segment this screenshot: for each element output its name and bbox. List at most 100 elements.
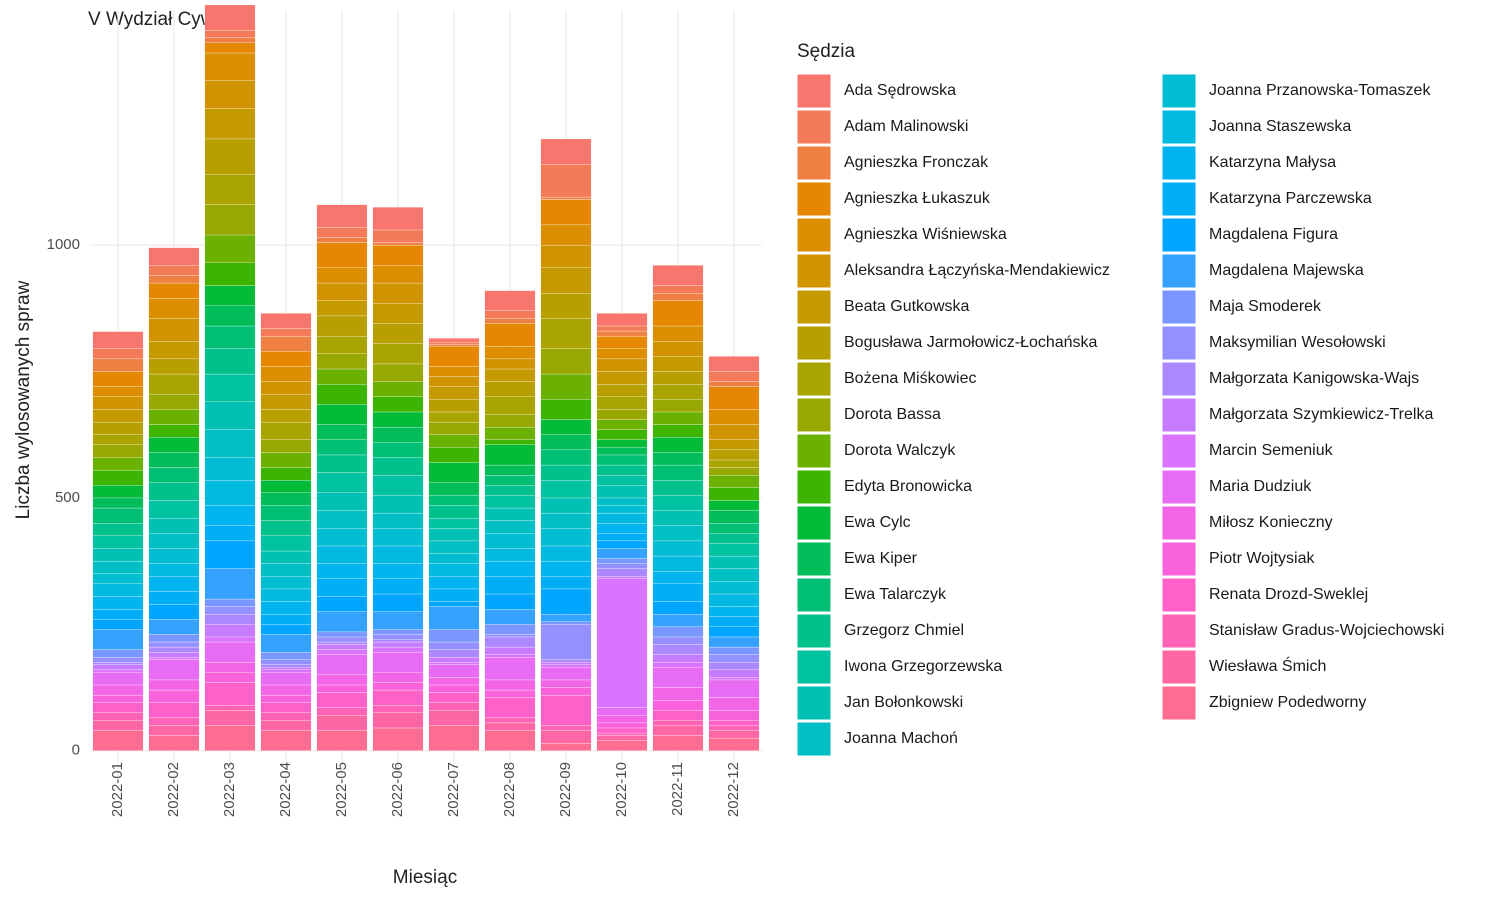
legend-swatch (796, 721, 832, 757)
bar-segment (652, 725, 704, 736)
bar-segment (540, 694, 592, 726)
bar-segment (596, 384, 648, 397)
bar-segment (260, 651, 312, 660)
legend-label: Agnieszka Wiśniewska (844, 226, 1007, 243)
bar-segment (372, 634, 424, 640)
bar-segment (428, 447, 480, 463)
bar-segment (316, 404, 368, 425)
bar-segment (372, 727, 424, 751)
bar-segment (540, 373, 592, 400)
bar-segment (148, 282, 200, 299)
bar-segment (708, 616, 760, 627)
bar-segment (484, 346, 536, 360)
bar-segment (652, 480, 704, 496)
bar-segment (484, 485, 536, 496)
bar-segment (428, 601, 480, 607)
bar-segment (316, 649, 368, 655)
legend-swatch (796, 613, 832, 649)
bar-segment (260, 669, 312, 673)
bar-segment (428, 540, 480, 554)
bar-segment (148, 437, 200, 453)
bar-segment (484, 722, 536, 731)
bar-segment (316, 242, 368, 269)
bar-segment (204, 37, 256, 44)
bar-segment (596, 548, 648, 559)
x-tick-label: 2022-07 (445, 762, 462, 817)
bar-segment (92, 396, 144, 410)
bar-segment (540, 497, 592, 514)
bar-segment (540, 399, 592, 420)
bar-segment (260, 313, 312, 329)
bar-segment (428, 342, 480, 345)
legend-swatch (796, 505, 832, 541)
bar-segment (428, 563, 480, 577)
bar-segment (652, 614, 704, 627)
bar-segment (92, 523, 144, 536)
bar-segment (596, 497, 648, 506)
legend-swatch (796, 217, 832, 253)
y-axis-title: Liczba wylosowanych spraw (13, 280, 34, 519)
bar-segment (596, 563, 648, 569)
bar-segment (372, 442, 424, 458)
bar-segment (652, 384, 704, 400)
bar-segment (92, 386, 144, 397)
bar-segment (204, 662, 256, 673)
bar-segment (260, 467, 312, 481)
bar-segment (596, 325, 648, 332)
bar-segment (596, 523, 648, 534)
bar-segment (484, 593, 536, 610)
bar-segment (428, 576, 480, 590)
legend-swatch (1161, 253, 1197, 289)
bar-segment (316, 227, 368, 238)
legend-label: Magdalena Majewska (1209, 262, 1364, 279)
legend-label: Renata Drozd-Sweklej (1209, 586, 1368, 603)
bar-segment (372, 651, 424, 673)
legend-swatch (796, 325, 832, 361)
bar-segment (260, 563, 312, 577)
bar-segment (596, 722, 648, 729)
legend-label: Stanisław Gradus-Wojciechowski (1209, 622, 1444, 639)
legend-swatch (1161, 541, 1197, 577)
bar-segment (148, 341, 200, 360)
bar-segment (372, 682, 424, 691)
legend-swatch (1161, 613, 1197, 649)
legend-label: Jan Bołonkowski (844, 694, 963, 711)
bar-segment (652, 424, 704, 438)
bar-segment (540, 679, 592, 688)
bar-segment (428, 462, 480, 483)
bar-segment (652, 700, 704, 711)
bar-segment (148, 576, 200, 592)
bar-segment (372, 611, 424, 630)
bar-segment (596, 568, 648, 577)
bar-segment (708, 568, 760, 582)
bar-segment (372, 563, 424, 579)
bar-segment (708, 555, 760, 569)
bar-segment (204, 204, 256, 236)
bar-segment (148, 591, 200, 605)
legend-label: Piotr Wojtysiak (1209, 550, 1316, 567)
legend-swatch (1161, 397, 1197, 433)
bar-segment (92, 649, 144, 658)
bar-segment (428, 692, 480, 703)
bar-segment (148, 358, 200, 375)
bar-segment (484, 290, 536, 311)
bar-segment (316, 545, 368, 564)
bar-segment (428, 710, 480, 726)
bar-segment (596, 735, 648, 741)
bar-segment (596, 330, 648, 337)
legend-swatch (1161, 73, 1197, 109)
legend-swatch (796, 577, 832, 613)
bar-segment (372, 475, 424, 496)
x-axis-title: Miesiąc (393, 867, 457, 888)
bar-segment (484, 634, 536, 638)
bar-segment (484, 310, 536, 319)
legend-label: Miłosz Konieczny (1209, 514, 1333, 531)
bar-segment (148, 409, 200, 425)
bar-segment (540, 560, 592, 577)
bar-segment (652, 325, 704, 342)
x-tick-label: 2022-08 (501, 762, 518, 817)
bar-segment (372, 712, 424, 729)
bar-segment (92, 662, 144, 665)
bar-segment (148, 275, 200, 284)
bar-segment (260, 614, 312, 625)
